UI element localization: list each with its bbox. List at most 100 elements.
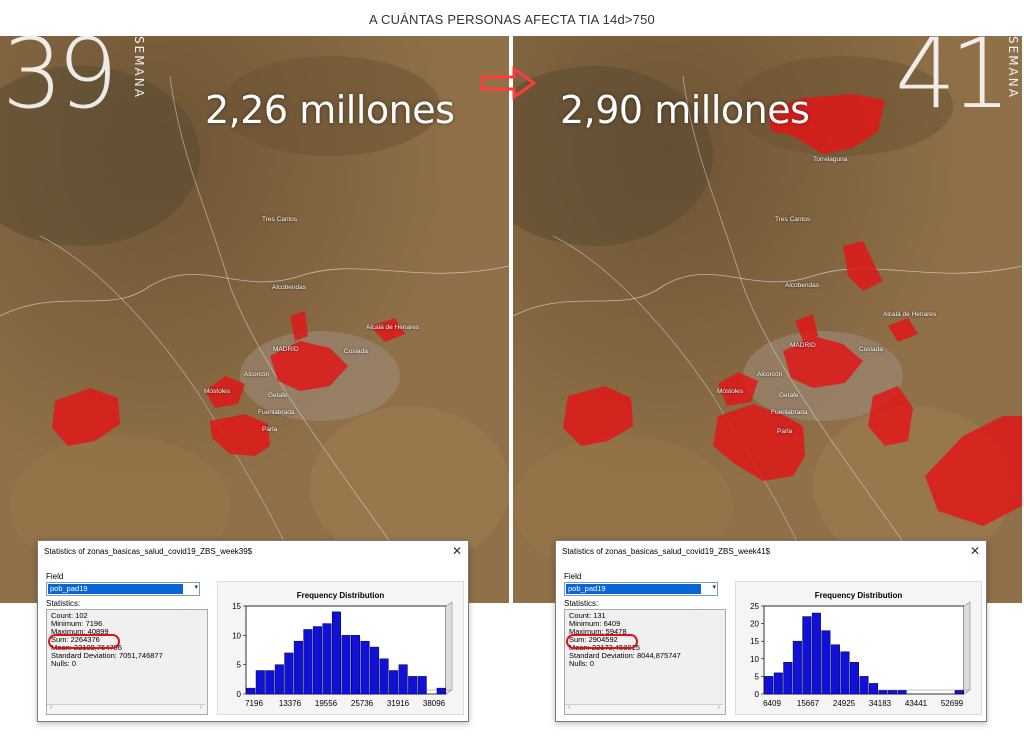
stat-minimum: Minimum: 7196 [51, 619, 103, 628]
chevron-down-icon[interactable]: ▾ [194, 584, 198, 591]
histogram-bar [398, 664, 408, 695]
histogram-chart: 0 5 10 15 20 25 6409 15667 24925 34183 43441 52699 [750, 601, 971, 708]
sum-highlight-circle [566, 634, 638, 649]
label-getafe: Getafe [779, 392, 799, 399]
histogram-bar [811, 612, 821, 695]
histogram-bar [284, 652, 294, 695]
satellite-terrain [513, 36, 1022, 603]
statistics-label: Statistics: [564, 599, 599, 608]
statistics-dialog-week41: Statistics of zonas_basicas_salud_covid1… [555, 540, 987, 722]
histogram-bar [821, 630, 831, 695]
histogram-bar [360, 640, 370, 695]
stat-count: Count: 102 [51, 611, 88, 620]
histogram-bar [331, 611, 341, 695]
y-tick-label: 20 [750, 620, 759, 629]
histogram-bar [370, 646, 380, 695]
field-value: pob_pad19 [48, 584, 183, 594]
histogram-bar [417, 676, 427, 695]
label-alcobendas: Alcobendas [272, 284, 306, 291]
histogram-bar [783, 662, 793, 695]
statistics-box[interactable]: Count: 131 Minimum: 6409 Maximum: 59478 … [564, 609, 726, 715]
x-tick-label: 25736 [351, 699, 374, 708]
histogram-bar [897, 690, 907, 695]
chevron-down-icon[interactable]: ▾ [712, 584, 716, 591]
close-icon[interactable]: ✕ [451, 544, 462, 558]
histogram-bar [773, 672, 783, 695]
y-tick-label: 10 [750, 655, 759, 664]
statistics-box[interactable]: Count: 102 Minimum: 7196 Maximum: 40899 … [46, 609, 208, 715]
week-label: SEMANA [132, 36, 146, 99]
sum-highlight-circle [48, 634, 120, 649]
x-tick-label: 43441 [905, 699, 928, 708]
label-alcorcon: Alcorcón [757, 371, 783, 378]
label-madrid: MADRID [790, 342, 816, 349]
histogram-bar [293, 640, 303, 695]
histogram-bar [792, 640, 802, 695]
histogram-bar [255, 670, 265, 695]
affected-zones [563, 94, 1022, 526]
stat-count: Count: 131 [569, 611, 606, 620]
histogram-bar [888, 690, 898, 695]
chart-title: Frequency Distribution [814, 591, 903, 600]
map-week41: MADRID Parla Getafe Alcorcón Móstoles Fu… [513, 36, 1022, 603]
y-tick-label: 10 [232, 631, 241, 640]
week-number: 41 [895, 36, 1011, 130]
y-tick-label: 0 [237, 690, 242, 699]
field-select[interactable]: pob_pad19 ▾ [46, 582, 200, 596]
label-parla: Parla [262, 426, 278, 433]
x-tick-label: 15667 [797, 699, 820, 708]
histogram-bar [322, 623, 332, 695]
x-tick-label: 38096 [423, 699, 446, 708]
stat-sum: Sum: 2264376 [51, 635, 100, 644]
stat-nulls: Nulls: 0 [569, 659, 595, 668]
label-fuenlabrada: Fuenlabrada [258, 409, 295, 416]
x-tick-label: 52699 [941, 699, 964, 708]
histogram-bar [389, 670, 399, 695]
histogram-bar [764, 676, 774, 695]
histogram-bar [840, 651, 850, 695]
week-label: SEMANA [1006, 36, 1020, 99]
plot-3d-edge [445, 601, 453, 695]
field-label: Field [46, 572, 64, 581]
histogram-bar [351, 635, 361, 695]
histogram-bar [954, 690, 964, 695]
histogram-bar [830, 644, 840, 695]
histogram-bar [379, 658, 389, 695]
close-icon[interactable]: ✕ [969, 544, 980, 558]
x-tick-label: 34183 [869, 699, 892, 708]
histogram-bar [341, 635, 351, 695]
horizontal-scrollbar[interactable]: ‹ › [47, 704, 205, 714]
label-parla: Parla [777, 428, 793, 435]
population-week39: 2,26 millones [205, 88, 455, 132]
horizontal-scrollbar[interactable]: ‹ › [565, 704, 723, 714]
histogram-chart: 0 5 10 15 7196 13376 19556 25736 31916 38096 [232, 601, 453, 708]
x-tick-label: 7196 [245, 699, 263, 708]
histogram-bar [265, 670, 275, 695]
dialog-title: Statistics of zonas_basicas_salud_covid1… [562, 547, 771, 556]
label-madrid: MADRID [273, 346, 299, 353]
x-tick-label: 19556 [315, 699, 338, 708]
histogram-bar [869, 683, 879, 695]
week-number: 39 [2, 36, 118, 130]
y-tick-label: 5 [755, 672, 760, 681]
field-select[interactable]: pob_pad19 ▾ [564, 582, 718, 596]
label-getafe: Getafe [268, 392, 288, 399]
field-value: pob_pad19 [566, 584, 701, 594]
plot-3d-edge [963, 601, 971, 695]
stat-maximum: Maximum: 40899 [51, 627, 109, 636]
page-title: A CUÁNTAS PERSONAS AFECTA TIA 14d>750 [369, 12, 655, 27]
histogram-bar [274, 664, 284, 695]
label-coslada: Coslada [344, 348, 368, 355]
histogram-bar [878, 690, 888, 695]
x-tick-label: 13376 [279, 699, 302, 708]
statistics-label: Statistics: [46, 599, 81, 608]
y-tick-label: 5 [237, 661, 242, 670]
histogram-bar [246, 687, 256, 695]
affected-zones [52, 311, 405, 456]
x-tick-label: 24925 [833, 699, 856, 708]
dialog-title: Statistics of zonas_basicas_salud_covid1… [44, 547, 253, 556]
label-alcala: Alcalá de Henares [366, 324, 420, 331]
x-tick-label: 6409 [763, 699, 781, 708]
x-tick-label: 31916 [387, 699, 410, 708]
field-label: Field [564, 572, 582, 581]
